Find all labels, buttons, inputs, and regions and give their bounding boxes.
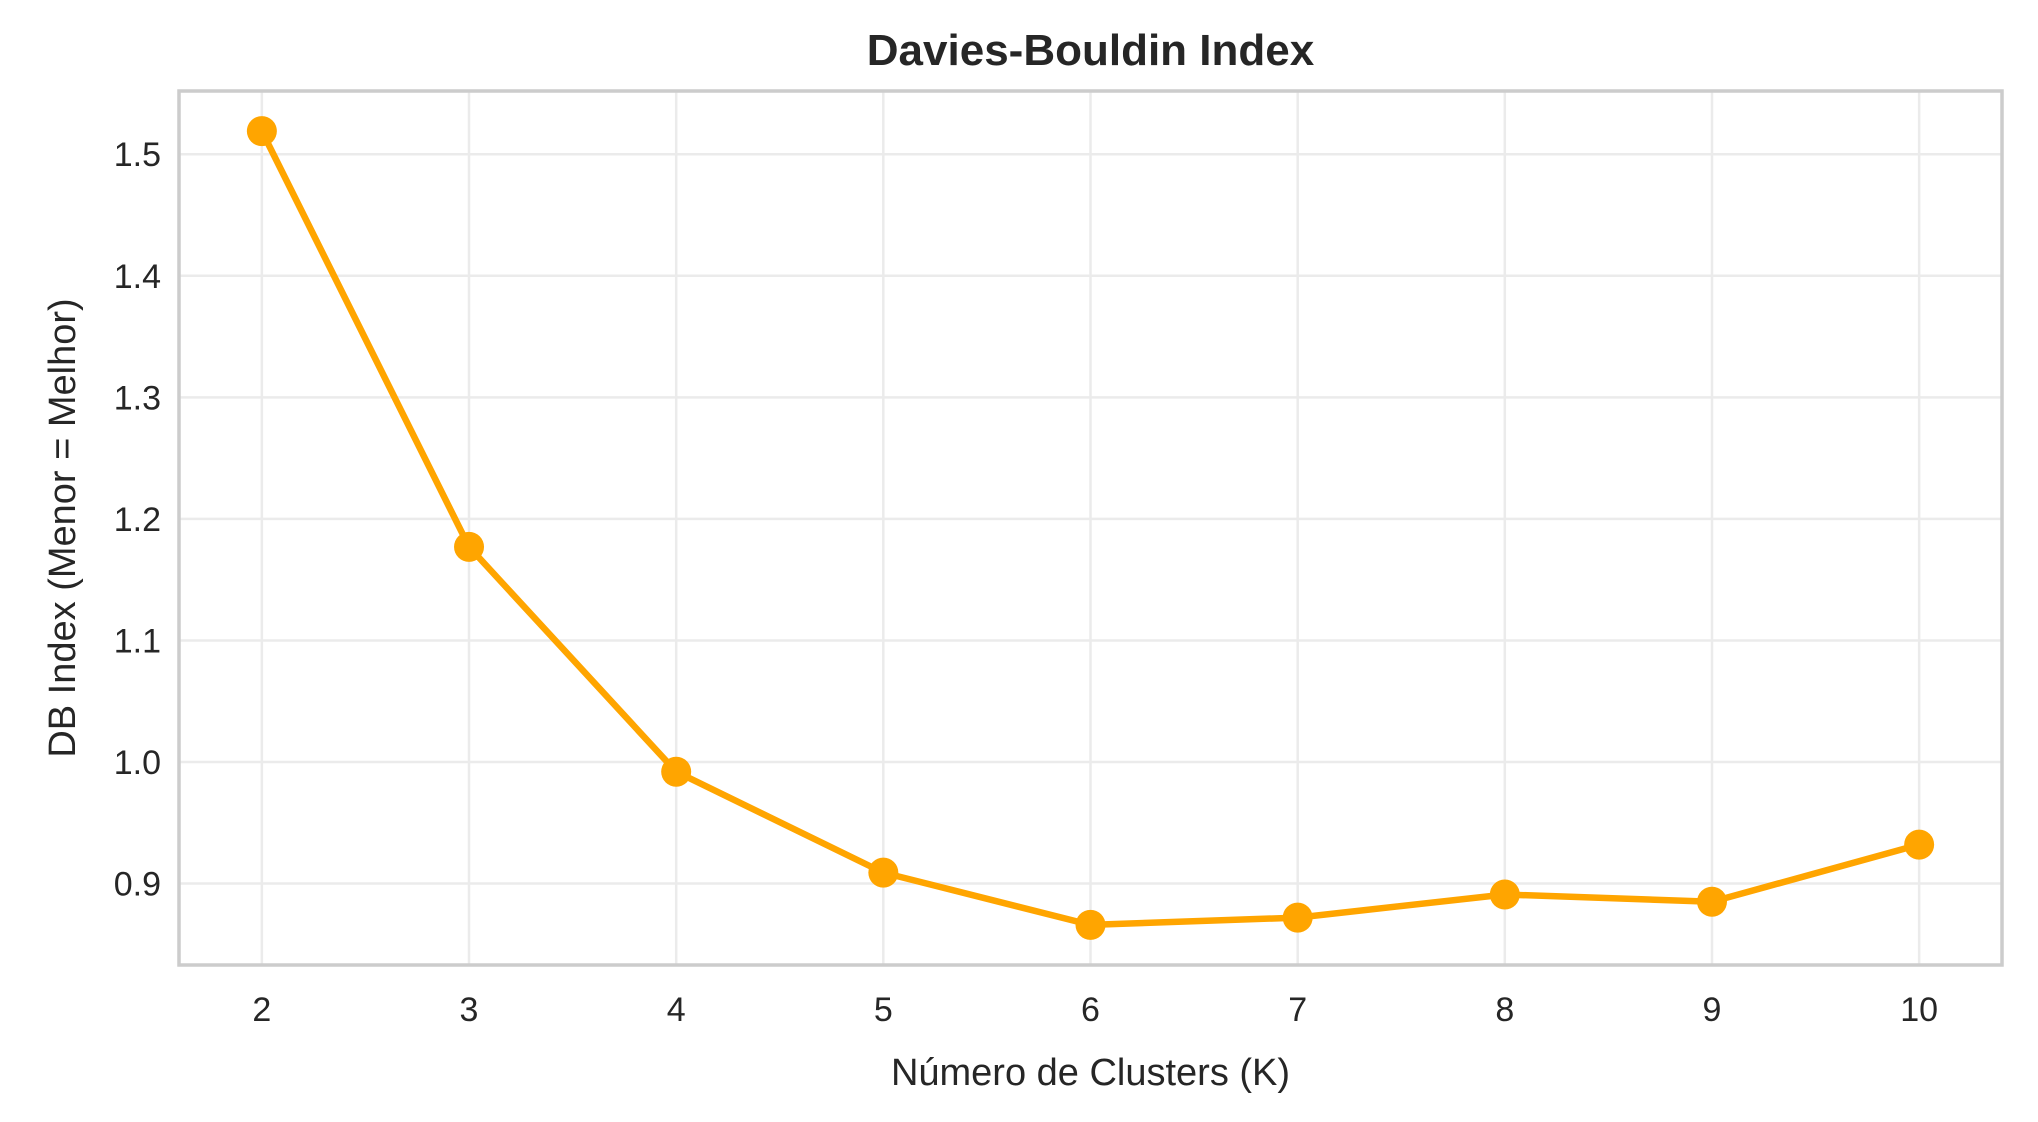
x-tick-label: 6 xyxy=(1081,991,1100,1029)
data-point xyxy=(1075,909,1106,940)
data-point xyxy=(454,531,485,562)
plot-frame xyxy=(177,89,2004,967)
data-point xyxy=(661,756,692,787)
x-tick-label: 7 xyxy=(1288,991,1307,1029)
data-point xyxy=(246,116,277,147)
y-tick-label: 0.9 xyxy=(114,866,161,904)
tick-layer: 2 3 4 5 6 7 8 9 10 0.9 1.0 1.1 1.2 1.3 1.4 1.5 xyxy=(114,136,1938,1029)
y-tick-label: 1.4 xyxy=(114,258,161,296)
y-tick-label: 1.1 xyxy=(114,622,161,660)
series-layer xyxy=(246,116,1935,940)
chart-title: Davies-Bouldin Index xyxy=(867,26,1315,75)
y-tick-label: 1.2 xyxy=(114,501,161,539)
data-point xyxy=(868,857,899,888)
x-tick-label: 5 xyxy=(874,991,893,1029)
y-tick-label: 1.0 xyxy=(114,744,161,782)
x-tick-label: 2 xyxy=(252,991,271,1029)
x-tick-label: 10 xyxy=(1900,991,1938,1029)
y-tick-label: 1.5 xyxy=(114,136,161,174)
x-tick-label: 3 xyxy=(460,991,479,1029)
x-tick-label: 4 xyxy=(667,991,686,1029)
y-axis-label: DB Index (Menor = Melhor) xyxy=(42,298,84,757)
data-point xyxy=(1904,829,1935,860)
data-point xyxy=(1489,879,1520,910)
x-tick-label: 9 xyxy=(1703,991,1722,1029)
x-axis-label: Número de Clusters (K) xyxy=(891,1052,1290,1094)
data-point xyxy=(1696,886,1727,917)
grid-layer xyxy=(179,91,2002,965)
data-point xyxy=(1282,902,1313,933)
y-tick-label: 1.3 xyxy=(114,379,161,417)
x-tick-label: 8 xyxy=(1495,991,1514,1029)
